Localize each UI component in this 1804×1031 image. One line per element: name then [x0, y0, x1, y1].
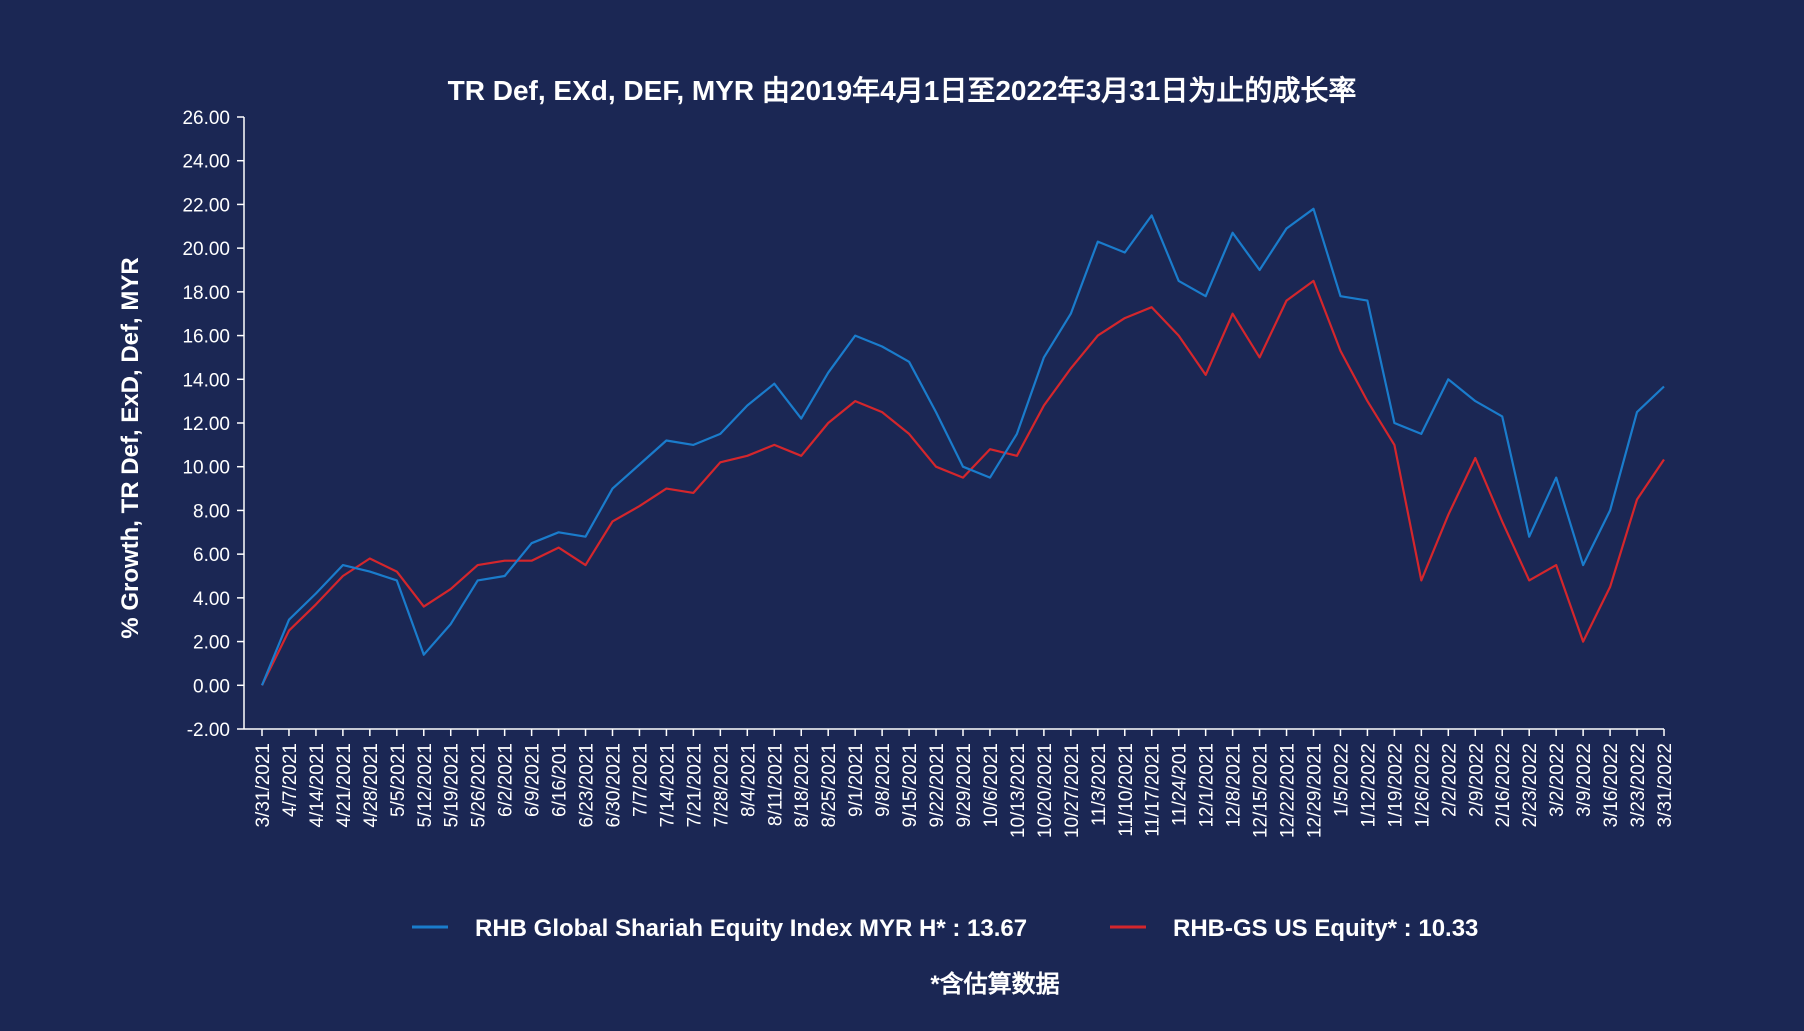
- series-line-us-equity: [261, 279, 1665, 686]
- y-tick-label: 0.00: [193, 676, 230, 697]
- x-tick-label: 6/30/2021: [604, 743, 625, 828]
- x-tick-label: 8/11/2021: [765, 743, 786, 826]
- y-tick-label: 8.00: [193, 501, 230, 522]
- y-tick-label: 16.00: [182, 327, 230, 348]
- x-tick-label: 7/7/2021: [630, 743, 651, 817]
- x-tick-label: 5/12/2021: [415, 743, 436, 828]
- x-tick-label: 3/2/2022: [1547, 743, 1568, 817]
- y-tick-label: 18.00: [182, 283, 230, 304]
- x-tick-label: 1/5/2022: [1331, 743, 1352, 817]
- x-tick-label: 11/10/2021: [1116, 743, 1137, 837]
- x-tick-label: 9/8/2021: [873, 743, 894, 817]
- x-tick-label: 5/5/2021: [388, 743, 409, 817]
- x-tick-label: 12/8/2021: [1224, 743, 1245, 828]
- x-tick-label: 4/7/2021: [280, 743, 301, 817]
- x-tick-label: 6/9/2021: [523, 743, 544, 817]
- x-tick-label: 3/9/2022: [1574, 743, 1595, 817]
- x-tick-label: 3/31/2022: [1655, 743, 1676, 828]
- x-tick-label: 2/9/2022: [1466, 743, 1487, 817]
- x-tick-label: 5/26/2021: [469, 743, 490, 828]
- x-tick-label: 1/12/2022: [1358, 743, 1379, 828]
- x-tick-label: 10/13/2021: [1008, 743, 1029, 838]
- y-tick-label: -2.00: [187, 720, 230, 741]
- y-tick-label: 14.00: [182, 370, 230, 391]
- axes: -2.00 0.00 2.00 4.00 6.00 8.00 10.00 12.00 14.00…: [182, 108, 1676, 838]
- x-tick-label: 11/3/2021: [1089, 743, 1110, 826]
- x-tick-label: 5/19/2021: [442, 743, 463, 828]
- y-tick-label: 26.00: [182, 108, 230, 129]
- x-tick-label: 10/6/2021: [981, 743, 1002, 828]
- x-tick-label: 9/22/2021: [927, 743, 948, 828]
- y-tick-label: 20.00: [182, 239, 230, 260]
- x-tick-label: 3/16/2022: [1601, 743, 1622, 828]
- y-tick-label: 6.00: [193, 545, 230, 566]
- y-tick-label: 10.00: [182, 458, 230, 479]
- x-tick-label: 7/28/2021: [711, 743, 732, 828]
- x-tick-label: 10/20/2021: [1035, 743, 1056, 838]
- x-tick-label: 1/26/2022: [1412, 743, 1433, 828]
- x-tick-label: 2/16/2022: [1493, 743, 1514, 828]
- x-tick-label: 11/24/201: [1170, 743, 1191, 826]
- y-tick-label: 4.00: [193, 589, 230, 610]
- x-tick-label: 12/22/2021: [1278, 743, 1299, 838]
- x-tick-label: 7/14/2021: [657, 743, 678, 828]
- x-tick-label: 3/23/2022: [1628, 743, 1649, 828]
- x-tick-label: 8/25/2021: [819, 743, 840, 828]
- x-tick-label: 4/21/2021: [334, 743, 355, 828]
- x-tick-label: 9/29/2021: [954, 743, 975, 828]
- x-tick-label: 6/23/2021: [577, 743, 598, 828]
- x-tick-label: 2/2/2022: [1439, 743, 1460, 817]
- x-tick-label: 12/15/2021: [1251, 743, 1272, 838]
- x-tick-label: 11/17/2021: [1143, 743, 1164, 837]
- x-tick-label: 6/2/2021: [496, 743, 517, 817]
- y-tick-label: 2.00: [193, 633, 230, 654]
- x-tick-label: 12/29/2021: [1305, 743, 1326, 838]
- x-tick-label: 1/19/2022: [1385, 743, 1406, 828]
- x-tick-label: 9/15/2021: [900, 743, 921, 828]
- y-tick-label: 12.00: [182, 414, 230, 435]
- footnote: *含估算数据: [930, 970, 1059, 998]
- legend-label: RHB Global Shariah Equity Index MYR H* :…: [475, 915, 1027, 942]
- x-tick-label: 10/27/2021: [1062, 743, 1083, 838]
- x-tick-label: 9/1/2021: [846, 743, 867, 817]
- y-axis-title: % Growth, TR Def, ExD, Def, MYR: [117, 257, 144, 638]
- y-tick-label: 24.00: [182, 152, 230, 173]
- x-tick-label: 7/21/2021: [684, 743, 705, 828]
- x-tick-label: 8/4/2021: [738, 743, 759, 817]
- chart-title: TR Def, EXd, DEF, MYR 由2019年4月1日至2022年3月…: [448, 74, 1357, 106]
- x-tick-label: 8/18/2021: [792, 743, 813, 828]
- x-tick-label: 12/1/2021: [1197, 743, 1218, 828]
- legend: RHB Global Shariah Equity Index MYR H* :…: [412, 915, 1478, 942]
- series-line-global-shariah: [260, 207, 1665, 686]
- x-tick-label: 4/28/2021: [361, 743, 382, 828]
- series-group: [260, 207, 1665, 686]
- x-tick-label: 6/16/201: [550, 743, 571, 817]
- x-tick-label: 4/14/2021: [307, 743, 328, 828]
- y-tick-label: 22.00: [182, 195, 230, 216]
- legend-label: RHB-GS US Equity* : 10.33: [1173, 915, 1478, 942]
- x-tick-label: 2/23/2022: [1520, 743, 1541, 828]
- x-tick-label: 3/31/2021: [253, 743, 274, 828]
